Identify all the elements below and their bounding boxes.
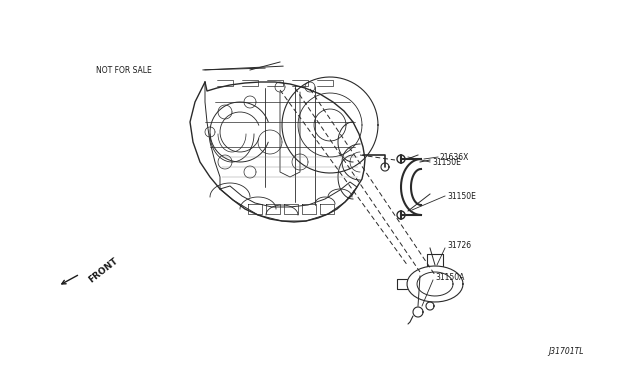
Text: 31726: 31726 xyxy=(447,241,471,250)
Text: 31150E: 31150E xyxy=(447,192,476,201)
Text: 21636X: 21636X xyxy=(440,153,469,161)
Text: 31150E: 31150E xyxy=(432,157,461,167)
Text: FRONT: FRONT xyxy=(87,256,120,284)
Text: 31150A: 31150A xyxy=(435,273,465,282)
Text: J31701TL: J31701TL xyxy=(548,347,584,356)
Text: NOT FOR SALE: NOT FOR SALE xyxy=(96,65,152,74)
